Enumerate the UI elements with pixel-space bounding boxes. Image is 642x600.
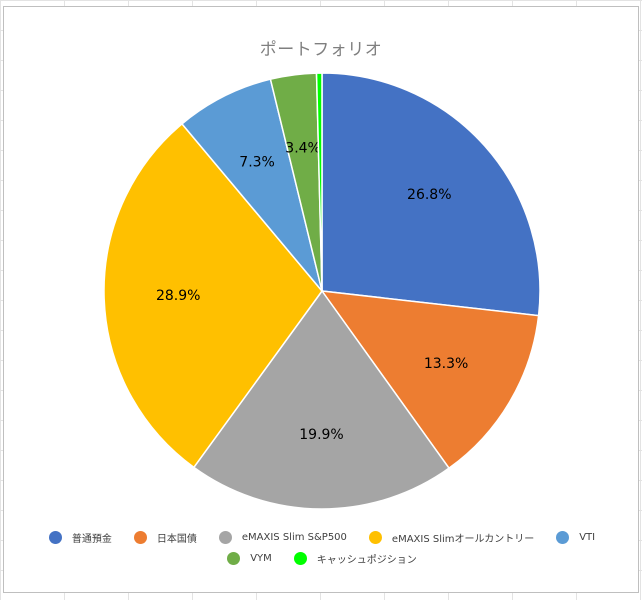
legend-marker-icon [48,530,62,544]
legend-item-1[interactable]: 日本国債 [133,528,197,546]
legend-marker-icon [293,551,307,565]
legend-item-0[interactable]: 普通預金 [48,528,112,546]
legend-label: キャッシュポジション [316,554,417,566]
pie-slice-6[interactable] [315,72,323,292]
legend-item-5[interactable]: VYM [227,549,272,567]
legend-label: eMAXIS Slimオールカントリー [391,533,535,545]
legend-label: VTI [579,531,596,543]
chart-legend: 普通預金 日本国債 eMAXIS Slim S&P500 eMAXIS Slimオール… [24,528,620,567]
legend-label: eMAXIS Slim S&P500 [241,531,347,543]
pie-plot-area: 26.8% 13.3% 19.9% 28.9% 7.3% 3.4% [103,72,541,510]
data-label-2: 19.9% [299,427,343,443]
legend-item-2[interactable]: eMAXIS Slim S&P500 [218,528,347,546]
legend-marker-icon [227,551,241,565]
data-label-5: 3.4% [285,140,321,156]
legend-label: 普通預金 [71,533,112,545]
legend-marker-icon [368,530,382,544]
data-label-4: 7.3% [239,155,275,171]
data-label-1: 13.3% [424,356,468,372]
pie-slice-4[interactable] [180,78,323,292]
legend-marker-icon [556,530,570,544]
legend-marker-icon [133,530,147,544]
legend-label: 日本国債 [156,533,197,545]
data-label-0: 26.8% [407,187,451,203]
pie-slice-2[interactable] [192,289,451,510]
pie-chart[interactable]: ポートフォリオ 26.8% 13.3% 19.9% 28.9% 7.3% 3.4% 普通預… [3,6,639,593]
chart-title: ポートフォリオ [259,40,383,60]
pie-slice-0[interactable] [321,72,541,317]
legend-item-4[interactable]: VTI [556,528,595,546]
data-label-3: 28.9% [156,288,200,304]
pie-slice-3[interactable] [103,122,323,469]
pie-slice-1[interactable] [320,290,540,470]
legend-item-6[interactable]: キャッシュポジション [293,549,417,567]
legend-item-3[interactable]: eMAXIS Slimオールカントリー [368,528,535,546]
legend-label: VYM [250,552,272,564]
legend-marker-icon [218,530,232,544]
